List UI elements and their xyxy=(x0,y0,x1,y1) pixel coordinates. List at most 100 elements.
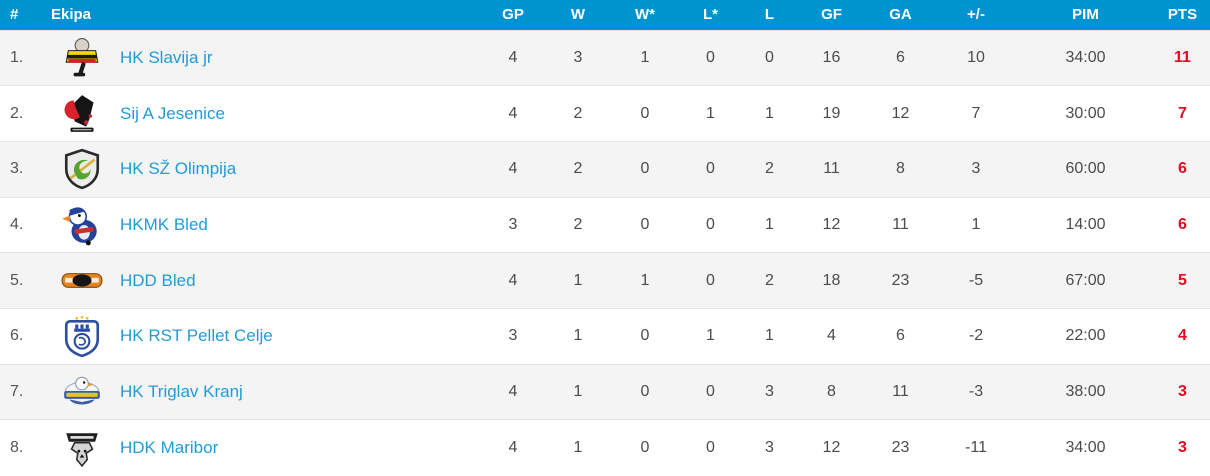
stat-w: 1 xyxy=(573,382,583,400)
stat-ga: 12 xyxy=(891,104,910,122)
rank-cell: 2. xyxy=(10,104,24,122)
table-row: 2. Sij A Jesenice 4 2 0 1 1 19 12 7 30:00 7 xyxy=(0,85,1210,142)
header-l: L xyxy=(764,6,775,24)
team-link[interactable]: Sij A Jesenice xyxy=(120,103,225,123)
rank-cell: 7. xyxy=(10,382,24,400)
table-row: 4. HKMK Bled 3 2 0 0 1 12 11 1 14:00 6 xyxy=(0,197,1210,253)
header-l-ot: L* xyxy=(703,6,718,24)
stat-pim: 30:00 xyxy=(1065,104,1106,122)
team-link[interactable]: HK SŽ Olimpija xyxy=(120,159,237,179)
team-logo[interactable] xyxy=(60,36,104,80)
stat-pim: 14:00 xyxy=(1065,215,1106,233)
stat-w: 2 xyxy=(573,104,583,122)
rank-cell: 4. xyxy=(10,215,24,233)
team-logo[interactable] xyxy=(60,370,104,414)
stat-w: 1 xyxy=(573,327,583,345)
stat-gp: 3 xyxy=(508,327,518,345)
header-w: W xyxy=(570,6,586,24)
table-row: 7. HK Triglav Kranj 4 1 0 0 3 8 11 -3 38:00 3 xyxy=(0,364,1210,420)
stat-l-ot: 0 xyxy=(706,271,715,289)
stat-gf: 16 xyxy=(822,48,841,66)
team-cell: HK Triglav Kranj xyxy=(48,364,480,420)
stat-l: 0 xyxy=(765,48,774,66)
stat-w-ot: 0 xyxy=(640,438,650,456)
stat-w-ot: 0 xyxy=(640,327,650,345)
header-diff: +/- xyxy=(967,6,985,24)
stat-gf: 11 xyxy=(823,160,840,178)
stat-ga: 6 xyxy=(896,48,905,66)
team-logo[interactable] xyxy=(60,203,104,247)
stat-diff: 10 xyxy=(967,48,985,66)
stat-ga: 11 xyxy=(892,215,909,233)
stat-w-ot: 0 xyxy=(640,104,650,122)
stat-w: 2 xyxy=(573,160,583,178)
team-logo[interactable] xyxy=(60,314,104,358)
stat-l-ot: 0 xyxy=(706,48,715,66)
stat-l-ot: 0 xyxy=(706,382,715,400)
stat-diff: 3 xyxy=(971,160,981,178)
table-header: # Ekipa GP W W* L* L GF GA +/- PIM PTS xyxy=(0,0,1210,30)
stat-gp: 4 xyxy=(508,104,518,122)
stat-pts: 3 xyxy=(1178,382,1187,400)
team-link[interactable]: HKMK Bled xyxy=(120,214,208,234)
team-logo[interactable] xyxy=(60,147,104,191)
stat-w: 2 xyxy=(573,215,583,233)
stat-gp: 4 xyxy=(508,438,518,456)
stat-gp: 3 xyxy=(508,215,518,233)
stat-ga: 23 xyxy=(891,438,910,456)
header-row: # Ekipa GP W W* L* L GF GA +/- PIM PTS xyxy=(0,0,1210,30)
team-link[interactable]: HDK Maribor xyxy=(120,437,219,457)
stat-diff: -5 xyxy=(968,271,984,289)
header-ga: GA xyxy=(889,6,912,24)
stat-gp: 4 xyxy=(508,382,518,400)
rank-cell: 6. xyxy=(10,327,24,345)
stat-l-ot: 0 xyxy=(706,215,715,233)
stat-gp: 4 xyxy=(508,160,518,178)
team-logo[interactable] xyxy=(60,259,104,303)
stat-l: 1 xyxy=(765,215,774,233)
rank-cell: 8. xyxy=(10,438,24,456)
stat-w: 3 xyxy=(573,48,583,66)
team-link[interactable]: HK RST Pellet Celje xyxy=(120,326,273,346)
stat-diff: -3 xyxy=(968,382,984,400)
stat-l-ot: 1 xyxy=(706,327,715,345)
header-team: Ekipa xyxy=(51,6,92,24)
team-cell: Sij A Jesenice xyxy=(48,86,480,142)
stat-gf: 19 xyxy=(822,104,841,122)
stat-pim: 67:00 xyxy=(1065,271,1106,289)
header-rank: # xyxy=(10,6,19,24)
team-logo[interactable] xyxy=(60,426,104,470)
team-link[interactable]: HDD Bled xyxy=(120,270,196,290)
stat-diff: 7 xyxy=(971,104,981,122)
stat-l: 1 xyxy=(765,104,774,122)
stat-ga: 6 xyxy=(896,327,905,345)
stat-l-ot: 0 xyxy=(706,438,715,456)
team-link[interactable]: HK Triglav Kranj xyxy=(120,381,243,401)
team-cell: HK Slavija jr xyxy=(48,30,480,86)
stat-w-ot: 0 xyxy=(640,160,650,178)
table-row: 8. HDK Maribor 4 1 0 0 3 12 23 -11 34:00 3 xyxy=(0,419,1210,476)
stat-gf: 18 xyxy=(822,271,841,289)
stat-pim: 34:00 xyxy=(1065,48,1106,66)
team-cell: HDK Maribor xyxy=(48,420,480,476)
team-cell: HKMK Bled xyxy=(48,197,480,253)
team-link[interactable]: HK Slavija jr xyxy=(120,47,213,67)
stat-diff: -11 xyxy=(965,438,987,456)
rank-cell: 5. xyxy=(10,271,24,289)
stat-ga: 8 xyxy=(896,160,905,178)
team-cell: HK SŽ Olimpija xyxy=(48,141,480,197)
stat-w-ot: 0 xyxy=(640,382,650,400)
stat-l: 3 xyxy=(765,438,774,456)
stat-l: 2 xyxy=(765,271,774,289)
stat-gf: 12 xyxy=(822,215,841,233)
stat-pts: 7 xyxy=(1178,104,1187,122)
stat-gp: 4 xyxy=(508,48,518,66)
header-gp: GP xyxy=(502,6,524,24)
team-logo[interactable] xyxy=(60,92,104,136)
stat-l-ot: 0 xyxy=(706,160,715,178)
stat-l: 2 xyxy=(765,160,774,178)
stat-l-ot: 1 xyxy=(706,104,715,122)
stat-w-ot: 1 xyxy=(640,271,650,289)
team-cell: HDD Bled xyxy=(48,253,480,309)
